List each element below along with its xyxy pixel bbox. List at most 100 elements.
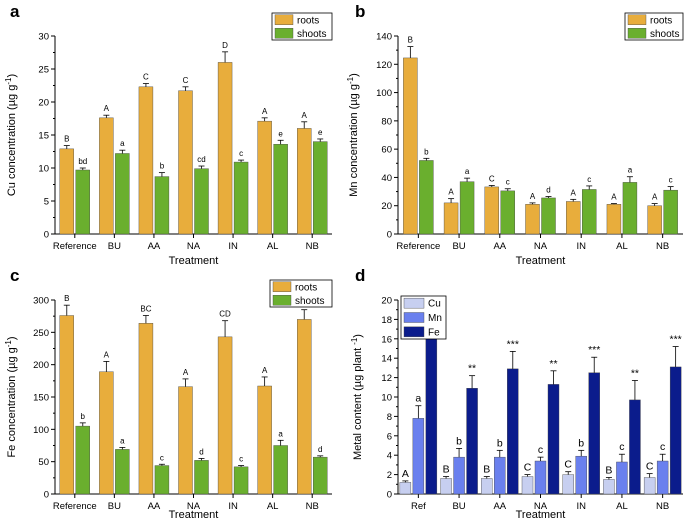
significance-label: B [443,464,450,476]
x-tick-label: IN [228,501,238,512]
x-tick-label: IN [228,241,238,252]
significance-label: A [402,468,409,480]
significance-label: A [104,104,110,113]
y-axis-title-main: Fe concentration (µg g [6,347,18,457]
x-tick-label: NB [306,501,319,512]
bar-shoots [273,144,288,235]
y-tick-label: 0 [387,490,392,501]
bar-fe [547,384,560,495]
x-tick-label: AA [148,501,161,512]
x-tick-label: NA [187,501,201,512]
significance-label: B [605,465,612,477]
chart-panel-a: a 0 5 10 15 20 25 30 Cu concentration (µg g-1) Tr… [4,2,333,267]
y-tick-label: 15 [38,131,49,142]
bar-fe [466,388,478,495]
bar-shoots [194,168,209,235]
bar-fe [669,366,682,495]
significance-label: e [278,129,283,138]
x-tick-label: NA [534,501,548,512]
y-axis-title: Fe concentration (µg g-1) [4,336,18,457]
significance-label: a [465,167,470,176]
y-tick-label: 10 [38,164,49,175]
y-axis-title-main: Metal content (µg plant [352,345,364,460]
legend-label-cu: Cu [428,299,441,310]
bar-shoots [459,181,475,235]
y-tick-label: 8 [387,412,392,423]
y-tick-label: 150 [33,393,49,404]
significance-label: cd [197,155,205,164]
chart-panel-b: b 0 20 40 60 80 100 120 140 Mn concentration (µg … [346,2,684,267]
significance-label: a [278,429,283,438]
x-tick-label: AL [616,241,628,252]
significance-label: C [646,461,654,473]
significance-label: c [587,175,591,184]
x-axis-title: Treatment [169,255,219,267]
significance-label: ** [468,363,476,375]
bar-shoots [194,460,209,495]
bar-roots [99,371,114,495]
y-tick-label: 10 [381,393,392,404]
bar-roots [403,57,418,235]
bar-shoots [75,169,90,235]
bar-cu [440,478,452,495]
significance-label: c [239,149,243,158]
x-tick-label: Reference [53,241,97,252]
bar-mn [534,460,547,495]
x-tick-label: BU [108,501,121,512]
significance-label: A [530,192,536,201]
legend-label-roots: roots [650,15,672,26]
y-tick-label: 6 [387,431,392,442]
y-axis-title-main: Cu concentration (µg g [6,85,18,197]
significance-label: b [424,147,429,156]
y-tick-label: 14 [381,354,392,365]
significance-label: A [448,188,454,197]
legend-swatch-roots [627,14,647,25]
bar-shoots [75,425,90,495]
bar-shoots [541,197,556,235]
significance-label: ** [549,358,557,370]
significance-label: d [546,186,550,195]
x-tick-label: AL [267,501,279,512]
y-tick-label: 20 [38,98,49,109]
bar-roots [297,128,312,235]
legend-label-shoots: shoots [295,296,324,307]
significance-label: *** [588,344,600,356]
x-axis-title: Treatment [169,509,219,521]
x-tick-label: NA [187,241,201,252]
x-tick-label: NB [656,501,669,512]
significance-label: bd [78,157,87,166]
x-tick-label: AA [493,501,506,512]
significance-label: c [660,441,665,453]
significance-label: a [415,393,421,405]
legend-label-fe: Fe [428,327,440,338]
legend: roots shoots [624,12,684,41]
significance-label: A [262,366,268,375]
x-tick-label: BU [452,501,465,512]
x-tick-label: IN [576,241,586,252]
bar-shoots [273,445,288,495]
legend-swatch-roots [274,14,294,25]
bar-cu [399,482,412,495]
y-axis-title: Mn concentration (µg g-1) [346,73,360,197]
bar-roots [138,323,154,495]
y-tick-label: 18 [381,315,392,326]
y-axis-title: Cu concentration (µg g-1) [4,74,18,196]
significance-label: a [120,139,125,148]
significance-label: c [506,178,510,187]
x-tick-label: NB [306,241,319,252]
bar-roots [647,205,662,235]
bar-cu [521,476,534,495]
y-axis-title-sup: -1 [346,76,355,84]
legend: roots shoots [271,12,333,41]
legend-swatch-shoots [272,295,292,306]
y-axis-title-sup: -1 [350,337,359,345]
x-tick-label: Ref [411,501,426,512]
x-tick-label: Reference [53,501,97,512]
significance-label: b [160,162,165,171]
bar-roots [566,201,581,235]
significance-label: C [183,76,189,85]
y-tick-label: 50 [38,457,49,468]
x-axis-title: Treatment [516,509,566,521]
bar-roots [178,90,193,235]
